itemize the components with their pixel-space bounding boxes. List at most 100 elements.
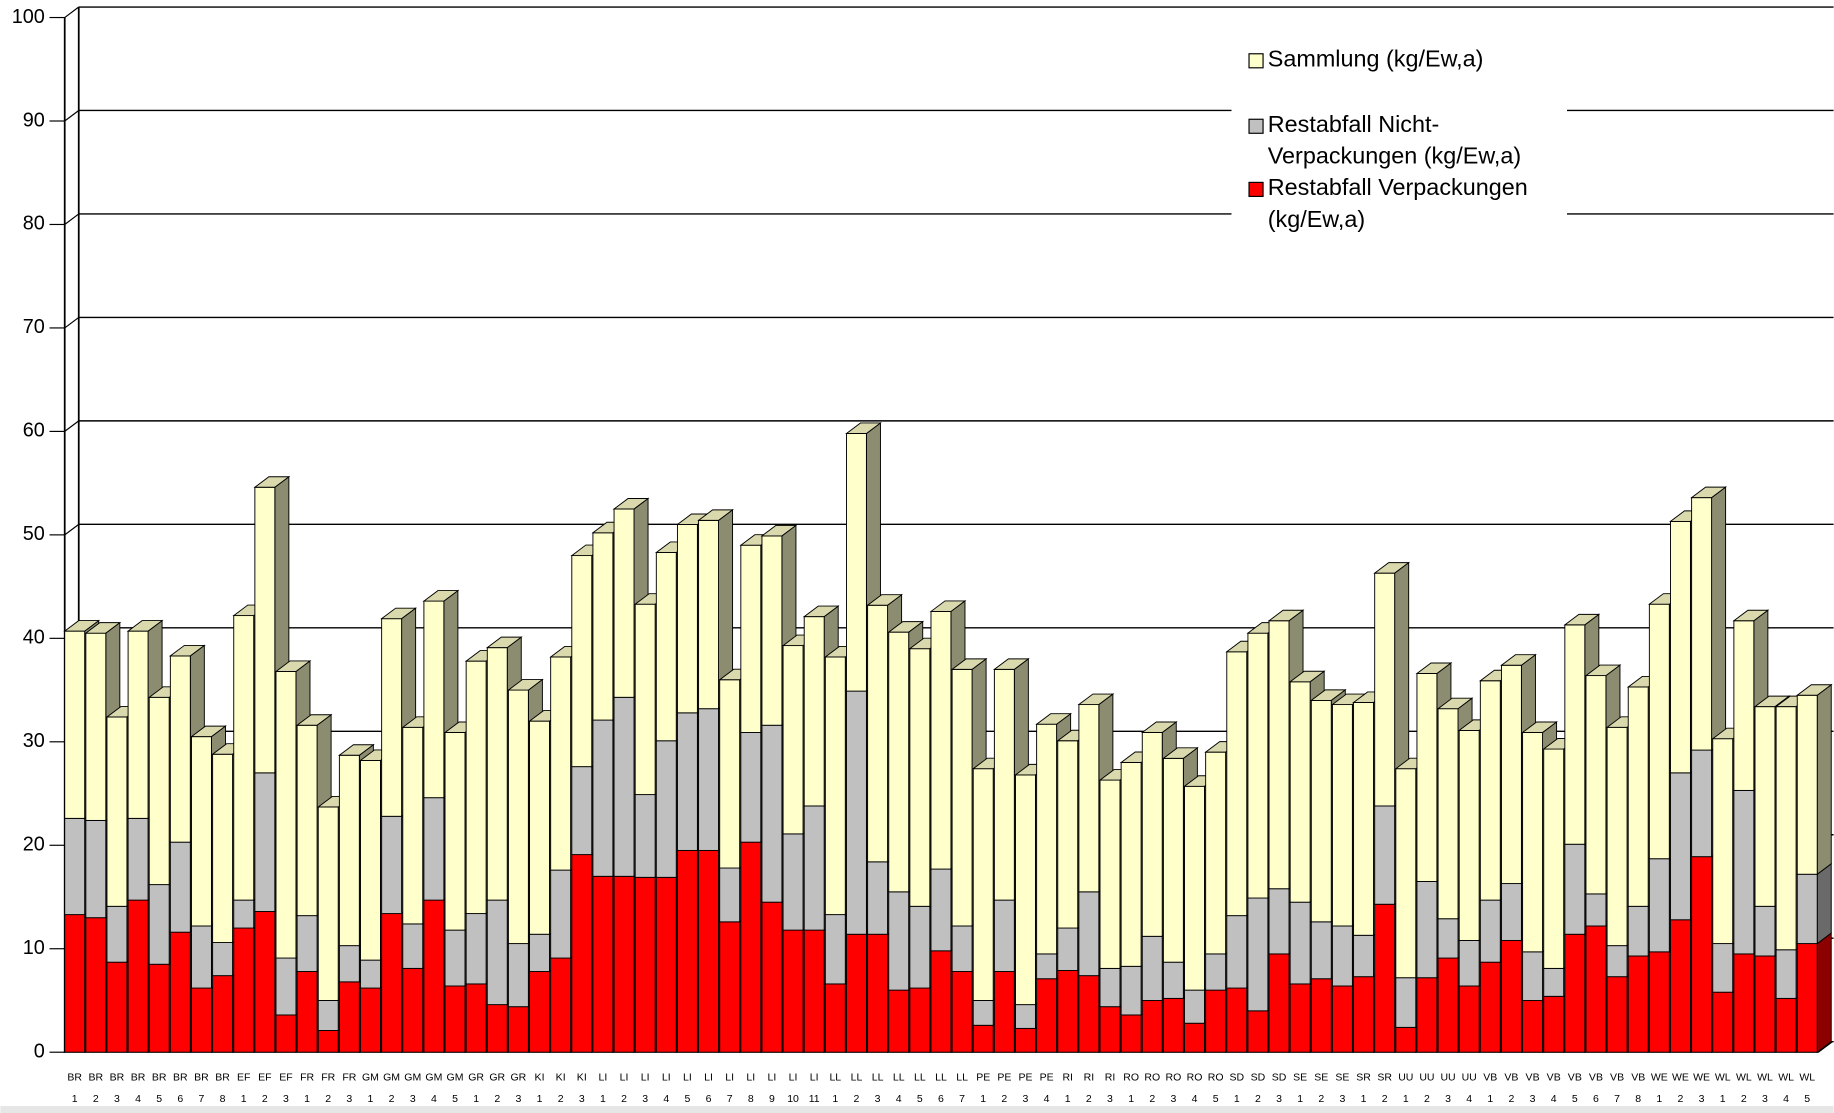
bar bbox=[1036, 723, 1058, 955]
bar bbox=[782, 833, 804, 931]
bar bbox=[1796, 943, 1818, 1053]
bar-top bbox=[337, 744, 375, 756]
bar bbox=[296, 971, 318, 1053]
x-tick-label: 7 bbox=[959, 1093, 965, 1105]
bar bbox=[1712, 738, 1734, 945]
bar bbox=[148, 884, 170, 965]
legend-item: Sammlung (kg/Ew,a) bbox=[1268, 47, 1484, 73]
legend-label: Restabfall Nicht-Verpackungen (kg/Ew,a) bbox=[1267, 112, 1522, 170]
bar bbox=[993, 668, 1015, 901]
bar bbox=[106, 716, 128, 907]
bar bbox=[1479, 961, 1501, 1053]
bar bbox=[698, 708, 719, 851]
bar bbox=[1015, 774, 1036, 1006]
bar bbox=[613, 696, 635, 877]
x-tick-label: 2 bbox=[1382, 1093, 1388, 1105]
x-tick-label: KI bbox=[556, 1072, 566, 1084]
bar bbox=[1648, 951, 1670, 1053]
bar bbox=[1057, 740, 1079, 929]
x-tick-label: 5 bbox=[156, 1093, 162, 1105]
bar-segment bbox=[697, 508, 734, 710]
bar bbox=[1648, 603, 1670, 860]
bar bbox=[1162, 997, 1184, 1053]
x-tick-label: 1 bbox=[1487, 1093, 1493, 1105]
bar bbox=[1184, 1022, 1205, 1053]
bar bbox=[1141, 1000, 1163, 1053]
bar bbox=[1543, 995, 1565, 1053]
bar bbox=[1226, 651, 1248, 917]
legend: Sammlung (kg/Ew,a) Restabfall Nicht-Verpa… bbox=[1231, 32, 1568, 244]
x-tick-label: UU bbox=[1440, 1072, 1455, 1084]
bar bbox=[1500, 664, 1522, 885]
bar bbox=[64, 914, 86, 1053]
bar bbox=[1353, 976, 1374, 1053]
bar bbox=[360, 759, 381, 961]
bar bbox=[951, 971, 973, 1053]
bar bbox=[740, 544, 762, 733]
x-tick-label: 8 bbox=[748, 1093, 754, 1105]
x-tick-label: BR bbox=[152, 1072, 167, 1084]
y-tick-label: 30 bbox=[23, 730, 45, 752]
bar bbox=[423, 797, 445, 901]
bar bbox=[1099, 967, 1121, 1008]
x-tick-label: LL bbox=[872, 1072, 884, 1084]
bar bbox=[254, 911, 276, 1053]
bar bbox=[275, 957, 297, 1016]
bar bbox=[550, 957, 572, 1053]
bar bbox=[1585, 675, 1607, 895]
bar bbox=[972, 1000, 994, 1026]
status-strip bbox=[0, 1105, 1834, 1113]
x-tick-label: 1 bbox=[600, 1093, 606, 1105]
bar bbox=[761, 535, 783, 726]
bar bbox=[867, 861, 889, 935]
x-tick-label: 3 bbox=[346, 1093, 352, 1105]
bar-top bbox=[507, 679, 544, 691]
bar bbox=[1627, 955, 1649, 1053]
x-tick-label: 2 bbox=[854, 1093, 860, 1105]
legend-item: Restabfall Nicht-Verpackungen (kg/Ew,a) bbox=[1267, 112, 1522, 170]
bar bbox=[1205, 989, 1227, 1053]
y-tick-depth bbox=[64, 6, 80, 19]
bar bbox=[1606, 945, 1628, 978]
bar bbox=[507, 689, 529, 945]
x-tick-label: 1 bbox=[304, 1093, 310, 1105]
bar bbox=[1036, 978, 1058, 1053]
bar bbox=[1733, 953, 1755, 1053]
x-tick-label: SE bbox=[1314, 1072, 1328, 1084]
bar bbox=[465, 660, 487, 915]
bar bbox=[1226, 915, 1248, 989]
bar-top bbox=[380, 607, 418, 620]
x-tick-label: GM bbox=[362, 1072, 379, 1084]
bar bbox=[486, 647, 508, 901]
bar bbox=[1522, 1000, 1544, 1053]
x-tick-label: 2 bbox=[1086, 1093, 1092, 1105]
x-tick-label: BR bbox=[194, 1072, 209, 1084]
bar bbox=[930, 610, 952, 870]
bar bbox=[698, 849, 719, 1053]
x-tick-label: VB bbox=[1526, 1072, 1540, 1084]
bar-top bbox=[887, 621, 925, 633]
bar bbox=[1099, 1006, 1121, 1053]
bar bbox=[1247, 897, 1269, 1012]
x-tick-label: 11 bbox=[809, 1093, 820, 1105]
x-tick-label: 3 bbox=[1023, 1093, 1029, 1105]
x-tick-label: 1 bbox=[1128, 1093, 1134, 1105]
x-tick-label: WL bbox=[1736, 1072, 1752, 1084]
x-tick-label: 1 bbox=[980, 1093, 986, 1105]
y-tick-depth bbox=[64, 213, 80, 225]
x-tick-label: 6 bbox=[706, 1093, 712, 1105]
y-tick-label: 40 bbox=[23, 627, 45, 649]
x-tick-label: RO bbox=[1165, 1072, 1181, 1084]
bar bbox=[951, 668, 973, 927]
x-tick-label: 4 bbox=[1044, 1093, 1050, 1105]
x-tick-label: 3 bbox=[515, 1093, 521, 1105]
bar bbox=[676, 524, 698, 714]
bar bbox=[360, 987, 381, 1053]
y-tick-depth bbox=[64, 316, 80, 329]
x-tick-label: 3 bbox=[114, 1093, 120, 1105]
x-tick-label: RO bbox=[1208, 1072, 1224, 1084]
bar bbox=[846, 933, 867, 1053]
bar bbox=[148, 963, 170, 1053]
legend-box bbox=[1231, 32, 1568, 244]
bar bbox=[275, 670, 297, 959]
